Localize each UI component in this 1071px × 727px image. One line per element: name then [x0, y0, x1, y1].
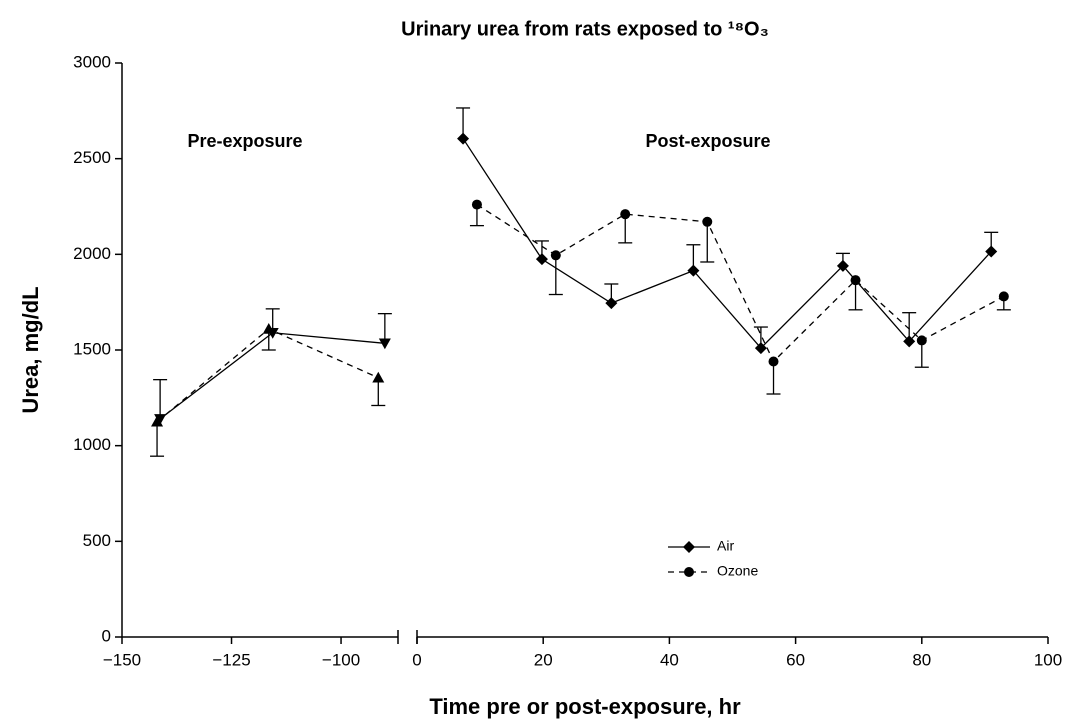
data-point	[471, 199, 482, 210]
data-point	[985, 245, 998, 258]
x-tick-label: −100	[322, 650, 360, 669]
series-line	[159, 332, 385, 420]
data-point	[457, 132, 470, 145]
data-point	[998, 291, 1009, 302]
x-tick-label: 0	[412, 650, 421, 669]
y-tick-label: 3000	[73, 52, 111, 71]
x-tick-label: 80	[912, 650, 931, 669]
error-bar	[150, 421, 165, 457]
data-point	[916, 335, 927, 346]
chart-title: Urinary urea from rats exposed to ¹⁸O₃	[401, 18, 769, 40]
series-line	[476, 204, 1005, 363]
x-tick-label: 40	[660, 650, 679, 669]
legend-label: Ozone	[717, 563, 758, 579]
error-bar	[153, 379, 168, 419]
y-tick-label: 500	[83, 531, 111, 550]
y-tick-label: 1500	[73, 339, 111, 358]
data-point	[836, 259, 849, 272]
data-point	[372, 371, 385, 383]
data-point	[850, 275, 861, 286]
error-bar	[377, 312, 392, 344]
data-point	[378, 338, 391, 350]
panel-label: Pre-exposure	[187, 131, 302, 151]
y-axis-label: Urea, mg/dL	[18, 286, 43, 413]
data-point	[620, 209, 631, 220]
data-point	[535, 253, 548, 266]
x-axis-label: Time pre or post-exposure, hr	[429, 694, 741, 719]
data-point	[702, 216, 713, 227]
y-tick-label: 0	[102, 626, 111, 645]
legend-marker	[683, 541, 695, 553]
x-tick-label: 100	[1034, 650, 1062, 669]
data-point	[903, 335, 916, 348]
error-bar	[548, 255, 563, 296]
data-point	[768, 356, 779, 367]
x-tick-label: 60	[786, 650, 805, 669]
y-tick-label: 2500	[73, 148, 111, 167]
series-line	[462, 138, 992, 350]
x-tick-label: −125	[212, 650, 250, 669]
error-bar	[700, 221, 715, 263]
x-tick-label: 20	[534, 650, 553, 669]
data-point	[262, 322, 275, 334]
error-bar	[766, 361, 781, 395]
y-tick-label: 1000	[73, 435, 111, 454]
data-point	[687, 264, 700, 277]
x-tick-label: −150	[103, 650, 141, 669]
data-point	[151, 415, 164, 427]
data-point	[754, 342, 767, 355]
data-point	[605, 297, 618, 310]
legend-marker	[684, 567, 694, 577]
data-point	[550, 250, 561, 261]
y-tick-label: 2000	[73, 244, 111, 263]
series-line	[156, 328, 379, 423]
legend-label: Air	[717, 538, 734, 554]
panel-label: Post-exposure	[645, 131, 770, 151]
